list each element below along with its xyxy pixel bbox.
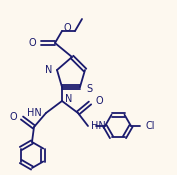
Text: S: S xyxy=(86,84,92,94)
Text: O: O xyxy=(95,96,103,106)
Text: O: O xyxy=(28,38,36,48)
Text: HN: HN xyxy=(27,108,42,118)
Text: N: N xyxy=(65,94,72,104)
Text: N: N xyxy=(45,65,52,75)
Text: O: O xyxy=(63,23,71,33)
Text: HN: HN xyxy=(91,121,106,131)
Text: O: O xyxy=(9,112,17,122)
Text: Cl: Cl xyxy=(145,121,155,131)
